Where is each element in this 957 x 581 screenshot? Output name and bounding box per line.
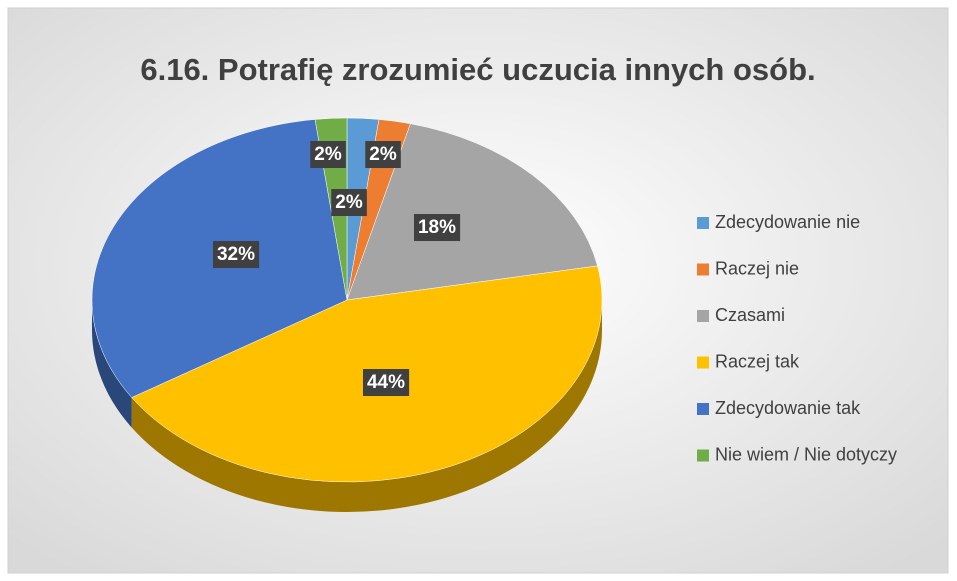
- data-label-box: [413, 214, 461, 242]
- legend-label: Nie wiem / Nie dotyczy: [715, 444, 897, 464]
- legend-label: Zdecydowanie tak: [715, 398, 861, 418]
- data-label-box: [310, 141, 346, 169]
- data-label: 18%: [418, 217, 456, 238]
- data-label: 2%: [314, 144, 342, 165]
- data-label: 44%: [367, 372, 405, 393]
- slice: [346, 123, 598, 301]
- data-label-box: [365, 141, 401, 169]
- data-label: 32%: [217, 244, 255, 265]
- slice-side: [92, 300, 132, 428]
- data-label-box: [362, 369, 410, 397]
- data-label-box: [212, 241, 260, 269]
- legend-label: Raczej tak: [715, 351, 800, 371]
- slice-side: [131, 300, 602, 513]
- data-label-box: [331, 189, 367, 217]
- legend-label: Raczej nie: [715, 258, 799, 278]
- legend-label: Zdecydowanie nie: [715, 212, 860, 232]
- legend-swatch: [697, 356, 709, 369]
- chart-title: 6.16. Potrafię zrozumieć uczucia innych …: [140, 52, 815, 87]
- legend-swatch: [697, 263, 709, 276]
- legend-swatch: [697, 403, 709, 415]
- legend-swatch: [697, 449, 709, 462]
- legend-swatch: [697, 310, 709, 322]
- data-label: 2%: [335, 192, 363, 213]
- data-label: 2%: [369, 144, 397, 165]
- legend-swatch: [697, 217, 709, 229]
- legend-label: Czasami: [715, 305, 785, 325]
